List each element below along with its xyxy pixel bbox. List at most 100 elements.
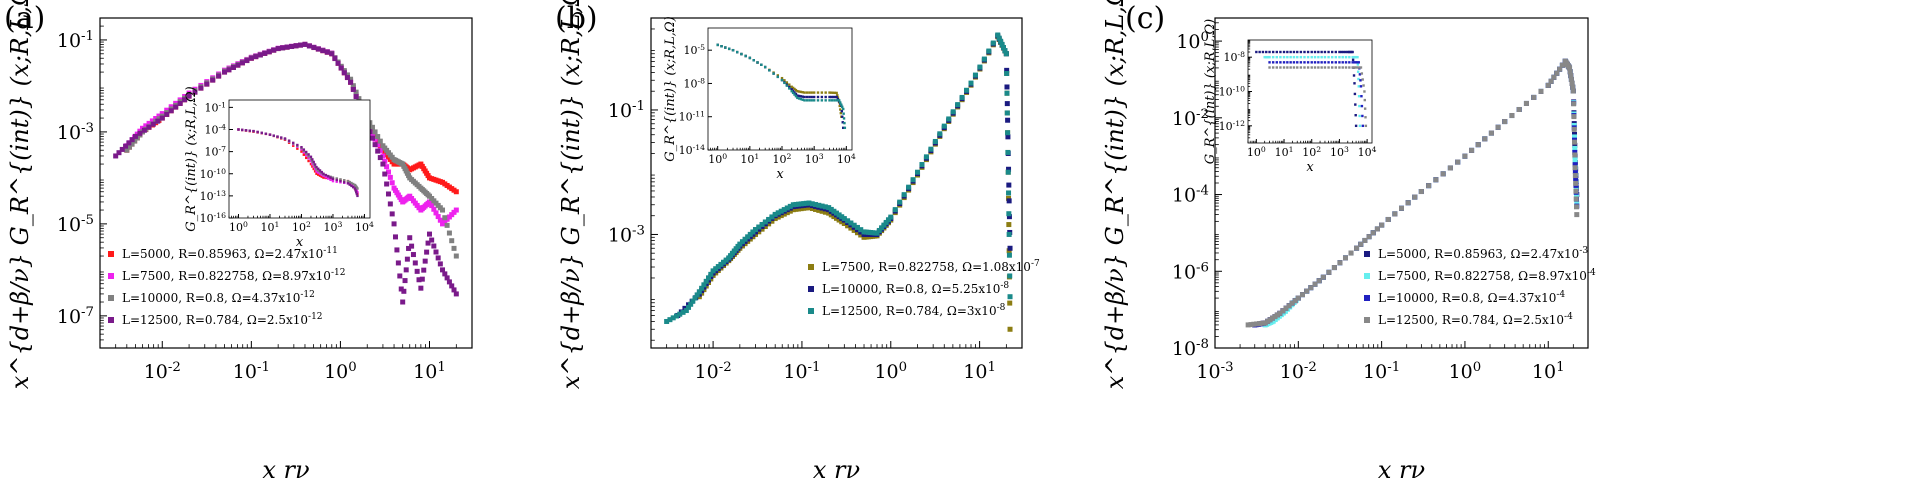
- panel-b-inset-series-1-marker: [803, 91, 806, 94]
- panel-a-inset-series-4-marker: [346, 182, 350, 185]
- panel-b-series-1-marker: [778, 213, 784, 219]
- panel-a-inset-series-3-marker: [352, 182, 355, 186]
- panel-c-legend-entry: L=10000, R=0.8, Ω=4.37x10-4: [1378, 290, 1565, 305]
- panel-c-inset-series-4-marker: [1310, 66, 1313, 69]
- panel-b-inset-series-3-marker: [780, 78, 784, 82]
- panel-c-inset-series-2-marker: [1263, 55, 1266, 59]
- panel-a-xtick-label: 100: [324, 360, 357, 384]
- panel-b-series-3-marker: [906, 184, 912, 190]
- panel-a-series-3-marker: [126, 144, 132, 150]
- panel-c-inset-series-4-marker: [1341, 66, 1344, 69]
- panel-b-series-1-marker: [841, 220, 847, 226]
- panel-b-series-3-marker: [766, 216, 772, 222]
- panel-a-inset-ytick-label: 10-4: [205, 122, 227, 137]
- panel-c-inset-series-2-marker: [1353, 55, 1357, 59]
- panel-a-series-4-marker: [372, 142, 378, 148]
- panel-b-series-2-marker: [1004, 101, 1010, 107]
- panel-b-series-3-marker: [750, 229, 756, 235]
- panel-a-series-4-marker: [244, 58, 250, 64]
- panel-a-series-4-marker: [409, 243, 415, 249]
- panel-c-inset-series-2-marker: [1264, 55, 1268, 59]
- panel-a-series-4-marker: [389, 211, 395, 217]
- panel-b-inset-series-1-marker: [836, 94, 839, 97]
- panel-a-series-4-marker: [266, 49, 272, 55]
- panel-b-series-3-marker: [1004, 90, 1010, 96]
- panel-a-series-4-marker: [324, 49, 330, 55]
- panel-b-inset-xtick-label: 104: [837, 152, 856, 167]
- panel-a-inset-ylabel: G_R^{(int)} (x;R,L,Ω): [184, 86, 199, 231]
- panel-a-inset-series-4-marker: [354, 189, 357, 192]
- panel-c-series-4-marker: [1571, 126, 1577, 132]
- panel-c-inset-series-3-marker: [1359, 79, 1362, 82]
- panel-b-series-3-marker: [664, 318, 670, 324]
- panel-a-series-3-marker: [453, 253, 459, 259]
- panel-c-inset-series-2-marker: [1358, 114, 1361, 118]
- panel-a-legend: L=5000, R=0.85963, Ω=2.47x10-11 L=7500, R…: [108, 246, 345, 327]
- panel-b-inset-series-2-marker: [791, 89, 795, 93]
- panel-a-series-2-marker: [389, 180, 395, 186]
- panel-b-series-3-marker: [854, 224, 860, 230]
- panel-c-inset-xtick-label: 102: [1302, 145, 1321, 160]
- panel-a-inset-series-4-marker: [348, 183, 351, 186]
- panel-c-series-4-marker: [1374, 226, 1380, 232]
- panel-c-inset-series-2-marker: [1330, 55, 1334, 59]
- panel-c-inset-ytick-label: 10-12: [1219, 118, 1245, 133]
- panel-b-series-3-marker: [990, 40, 996, 46]
- panel-c-series-4-marker: [1405, 200, 1411, 206]
- panel-c-series-4-marker: [1554, 70, 1560, 76]
- panel-c-series-4-marker: [1570, 84, 1576, 90]
- panel-b-series-3-marker: [762, 219, 768, 225]
- panel-c-inset-xtick-label: 104: [1358, 145, 1377, 160]
- panel-c-inset-series-2-marker: [1351, 55, 1354, 59]
- panel-b-series-2-marker: [1007, 245, 1013, 251]
- panel-b-series-3-marker: [706, 275, 712, 281]
- panel-b-inset-series-1-marker: [833, 91, 837, 95]
- panel-a-inset-series-4-marker: [322, 172, 325, 175]
- panel-b-inset-series-3-marker: [776, 75, 780, 79]
- panel-b-series-3-marker: [670, 315, 676, 321]
- panel-c-series-4-marker: [1475, 142, 1481, 148]
- panel-a-series-2-marker: [372, 136, 378, 142]
- panel-c-series-4-marker: [1447, 165, 1453, 171]
- panel-c-inset-series-1-marker: [1338, 50, 1341, 54]
- panel-a-inset-series-1-marker: [312, 167, 315, 171]
- panel-a-series-4-marker: [320, 48, 326, 54]
- panel-a-inset-series-2-marker: [302, 151, 306, 154]
- panel-b-series-3-marker: [848, 220, 854, 226]
- panel-b-inset-series-3-marker: [790, 90, 793, 93]
- panel-a-series-2-marker: [369, 131, 375, 137]
- panel-a-inset-series-3-marker: [331, 176, 335, 179]
- panel-c-series-4-marker: [1495, 124, 1501, 130]
- panel-a-inset-series-1-marker: [311, 165, 314, 168]
- panel-c-series-4-marker: [1572, 165, 1578, 171]
- panel-b-inset-series-1-marker: [838, 104, 841, 108]
- panel-c-legend-entry: L=5000, R=0.85963, Ω=2.47x10-3: [1378, 246, 1588, 261]
- panel-b-series-1-marker: [787, 208, 793, 214]
- panel-a-inset-series-4-marker: [313, 163, 317, 166]
- panel-b-xlabel: x rν: [813, 456, 860, 484]
- panel-c-series-4-marker: [1286, 303, 1292, 309]
- panel-b-series-3-marker: [667, 317, 673, 323]
- panel-b-inset-ytick-label: 10-14: [679, 143, 705, 158]
- panel-c-series-3-marker: [1573, 175, 1579, 181]
- panel-c-inset-series-1-marker: [1323, 50, 1327, 54]
- panel-a-inset-series-3-marker: [309, 157, 313, 161]
- panel-c-inset-xtick-label: 100: [1247, 145, 1266, 160]
- panel-c-inset-series-4-marker: [1344, 66, 1348, 69]
- panel-a-legend-entry: L=12500, R=0.784, Ω=2.5x10-12: [122, 312, 323, 327]
- panel-c-series-4-marker: [1392, 211, 1398, 217]
- panel-c-series-3-marker: [1572, 149, 1578, 155]
- panel-b-series-3-marker: [683, 308, 689, 314]
- panel-c-inset-series-4-marker: [1353, 66, 1356, 69]
- panel-a-series-4-marker: [182, 97, 188, 103]
- panel-c-inset-series-1-marker: [1342, 50, 1345, 54]
- panel-c-inset-series-3-marker: [1361, 124, 1365, 128]
- panel-c-inset-series-2-marker: [1271, 55, 1275, 59]
- panel-c-inset-series-4-marker: [1363, 90, 1366, 93]
- panel-a-series-4-marker: [113, 153, 119, 159]
- panel-b-legend-swatch: [808, 308, 814, 314]
- panel-c-inset-series-1-marker: [1351, 50, 1354, 54]
- panel-c-series-4-marker: [1370, 230, 1376, 236]
- panel-a-series-4-marker: [414, 268, 420, 274]
- panel-b-inset-series-3-marker: [720, 45, 723, 48]
